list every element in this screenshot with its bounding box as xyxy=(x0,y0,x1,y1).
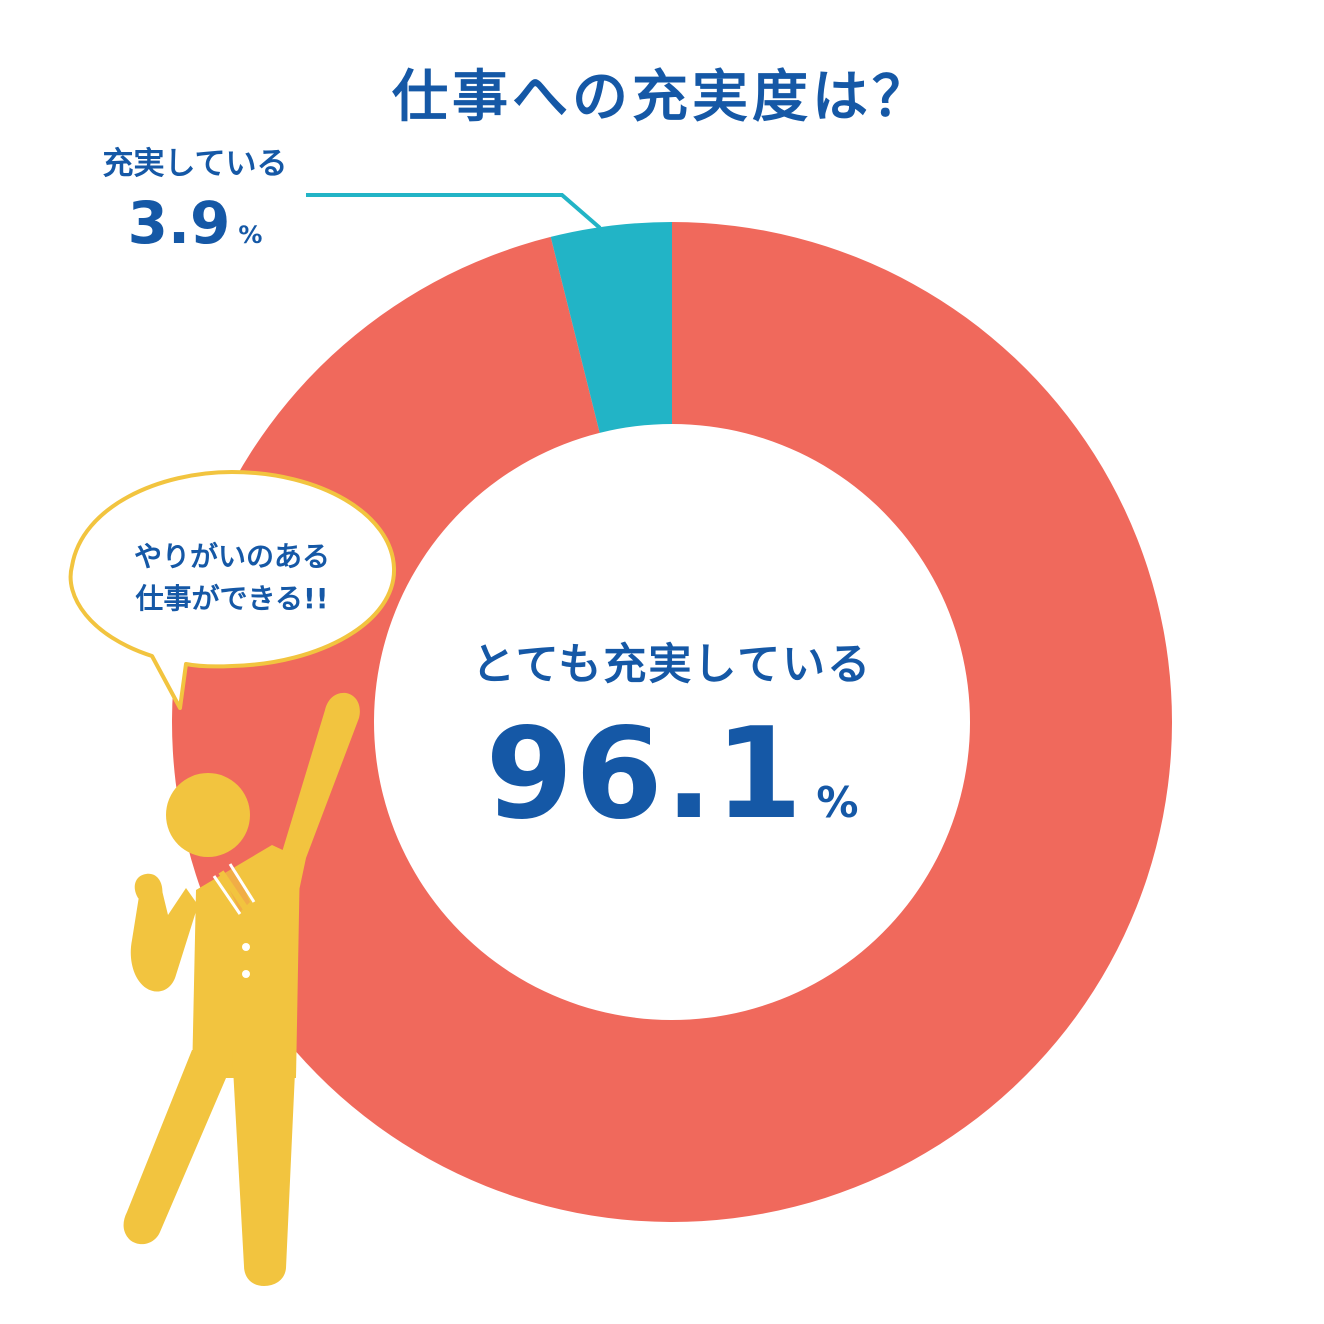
tie-outline-right xyxy=(228,863,256,903)
slice-value-row-small: 3.9% xyxy=(70,189,320,257)
slice-unit-small: % xyxy=(238,221,263,249)
speech-bubble-line-2: 仕事ができる!! xyxy=(135,582,329,615)
chart-title: 仕事への充実度は？ xyxy=(392,65,932,130)
slice-label-large: とても充実している 96.1% xyxy=(372,630,972,847)
speech-bubble-text: やりがいのある 仕事ができる!! xyxy=(92,536,372,620)
speech-bubble-icon xyxy=(68,470,397,710)
leader-line-small-slice xyxy=(306,193,602,230)
slice-value-row-large: 96.1% xyxy=(372,700,972,847)
shirt-button xyxy=(242,970,250,978)
tie-stripe xyxy=(218,870,251,914)
slice-name-small: 充実している xyxy=(102,146,288,182)
slice-unit-large: % xyxy=(816,778,859,827)
speech-bubble-line-1: やりがいのある xyxy=(133,540,330,573)
slice-name-large: とても充実している xyxy=(471,640,873,690)
slice-value-small: 3.9 xyxy=(127,189,231,257)
donut-slice-fulfilled xyxy=(550,222,672,433)
person-raising-hand-icon xyxy=(123,692,360,1286)
shirt-button xyxy=(242,943,250,951)
slice-value-large: 96.1 xyxy=(485,700,805,847)
slice-label-small: 充実している 3.9% xyxy=(70,138,320,257)
tie-outline-left xyxy=(212,875,242,915)
donut-slice-very-fulfilled xyxy=(172,222,1173,1222)
